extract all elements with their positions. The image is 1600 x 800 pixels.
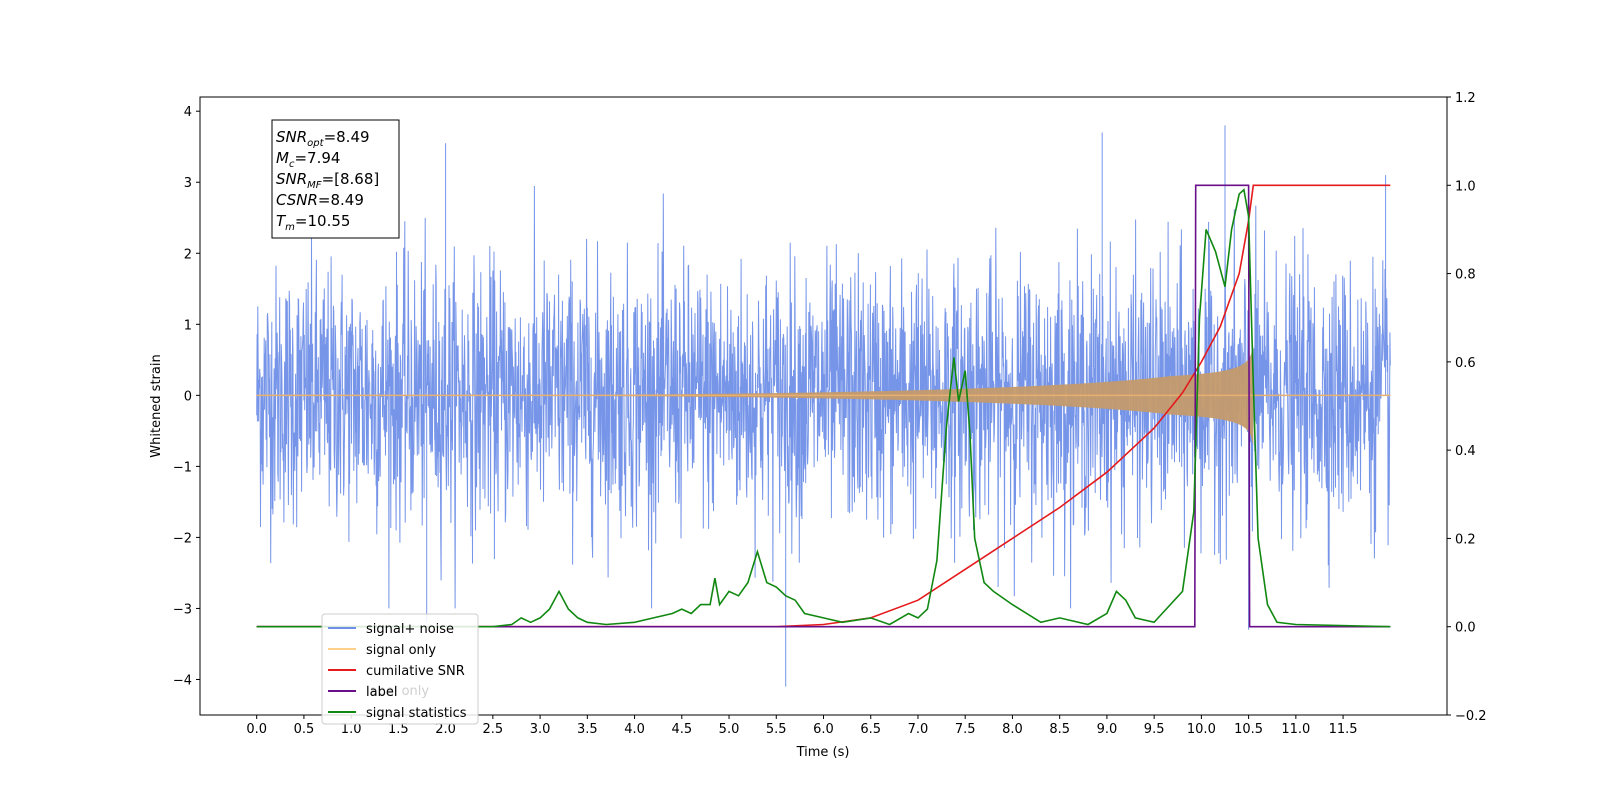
x-tick-label: 8.0 xyxy=(1002,722,1023,737)
right-y-tick-label: −0.2 xyxy=(1455,709,1487,724)
info-symbol: T xyxy=(276,212,287,230)
info-subscript: opt xyxy=(307,138,324,149)
legend-label: label xyxy=(366,685,397,700)
series-label-line xyxy=(256,184,1391,628)
right-y-tick-label: 0.8 xyxy=(1455,268,1476,283)
right-y-axis-ticks: 1.2 1.0 0.8 0.6 0.4 0.2 0.0 −0.2 xyxy=(1447,91,1487,724)
info-subscript: m xyxy=(285,222,295,233)
right-y-tick-label: 0.0 xyxy=(1455,621,1476,636)
x-tick-label: 8.5 xyxy=(1049,722,1070,737)
right-y-tick-label: 0.6 xyxy=(1455,356,1476,371)
legend-frame xyxy=(321,613,479,725)
x-tick-label: 5.5 xyxy=(766,722,787,737)
info-line: CSNR=8.49 xyxy=(276,191,364,209)
x-tick-label: 11.5 xyxy=(1329,722,1358,737)
right-y-tick-label: 0.2 xyxy=(1455,532,1476,547)
info-line: Mc=7.94 xyxy=(276,149,340,170)
legend: label only signal+ noise signal only cumil… xyxy=(321,613,479,725)
x-axis-ticks: 0.0 0.5 1.0 1.5 2.0 2.5 3.0 3.5 4.0 4.5 5.0 5.5 6.0 6… xyxy=(246,715,1358,737)
info-symbol: SNR xyxy=(276,128,307,146)
x-tick-label: 10.5 xyxy=(1234,722,1263,737)
right-y-tick-label: 0.4 xyxy=(1455,444,1476,459)
info-box-lines: SNRopt=8.49Mc=7.94SNRMF=[8.68]CSNR=8.49T… xyxy=(276,128,379,233)
legend-label: signal statistics xyxy=(366,706,467,721)
x-tick-label: 7.0 xyxy=(908,722,929,737)
x-tick-label: 1.5 xyxy=(388,722,409,737)
info-line: SNRMF=[8.68] xyxy=(276,170,379,191)
x-tick-label: 11.0 xyxy=(1281,722,1310,737)
x-tick-label: 4.0 xyxy=(624,722,645,737)
right-y-tick-label: 1.2 xyxy=(1455,91,1476,106)
x-tick-label: 9.5 xyxy=(1144,722,1165,737)
x-tick-label: 3.0 xyxy=(530,722,551,737)
x-tick-label: 5.0 xyxy=(719,722,740,737)
info-value: =[8.68] xyxy=(322,170,380,188)
left-y-tick-label: −3 xyxy=(173,602,192,617)
info-value: =8.49 xyxy=(318,191,364,209)
left-y-tick-label: −1 xyxy=(173,460,192,475)
x-tick-label: 2.5 xyxy=(483,722,504,737)
x-tick-label: 1.0 xyxy=(341,722,362,737)
info-symbol: SNR xyxy=(276,170,307,188)
legend-label: signal only xyxy=(366,643,436,658)
left-y-tick-label: 3 xyxy=(184,176,192,191)
x-tick-label: 7.5 xyxy=(955,722,976,737)
series-layer xyxy=(256,125,1391,687)
left-y-tick-label: 0 xyxy=(184,389,192,404)
x-tick-label: 10.0 xyxy=(1187,722,1216,737)
x-tick-label: 4.5 xyxy=(671,722,692,737)
left-y-tick-label: 2 xyxy=(184,247,192,262)
plot-area xyxy=(199,96,1448,716)
x-tick-label: 9.0 xyxy=(1097,722,1118,737)
info-symbol: M xyxy=(276,149,289,167)
legend-items: signal+ noise signal only cumilative SNR la… xyxy=(328,622,467,721)
info-box-frame xyxy=(271,119,400,239)
left-y-tick-label: 4 xyxy=(184,105,192,120)
info-line: Tm=10.55 xyxy=(276,212,350,233)
x-tick-label: 2.0 xyxy=(435,722,456,737)
info-subscript: MF xyxy=(307,180,322,191)
info-symbol: CSNR xyxy=(276,191,318,209)
info-value: =8.49 xyxy=(324,128,370,146)
info-line: SNRopt=8.49 xyxy=(276,128,370,149)
left-y-tick-label: −2 xyxy=(173,531,192,546)
left-y-axis-label: Whitened strain xyxy=(149,354,164,457)
x-tick-label: 3.5 xyxy=(577,722,598,737)
x-tick-label: 0.5 xyxy=(294,722,315,737)
right-y-tick-label: 1.0 xyxy=(1455,179,1476,194)
info-subscript: c xyxy=(289,159,295,170)
legend-occluded-label: label only xyxy=(366,684,429,699)
info-value: =10.55 xyxy=(295,212,351,230)
x-tick-label: 6.5 xyxy=(860,722,881,737)
info-box: SNRopt=8.49Mc=7.94SNRMF=[8.68]CSNR=8.49T… xyxy=(271,119,400,239)
legend-label: cumilative SNR xyxy=(366,664,465,679)
left-y-tick-label: −4 xyxy=(173,673,192,688)
left-y-axis-ticks: 4 3 2 1 0 −1 −2 −3 −4 xyxy=(173,105,200,688)
info-value: =7.94 xyxy=(294,149,340,167)
left-y-tick-label: 1 xyxy=(184,318,192,333)
x-tick-label: 0.0 xyxy=(246,722,267,737)
x-axis-label: Time (s) xyxy=(796,745,850,760)
x-tick-label: 6.0 xyxy=(813,722,834,737)
legend-label: signal+ noise xyxy=(366,622,454,637)
series-signal-statistics-line xyxy=(256,188,1391,628)
